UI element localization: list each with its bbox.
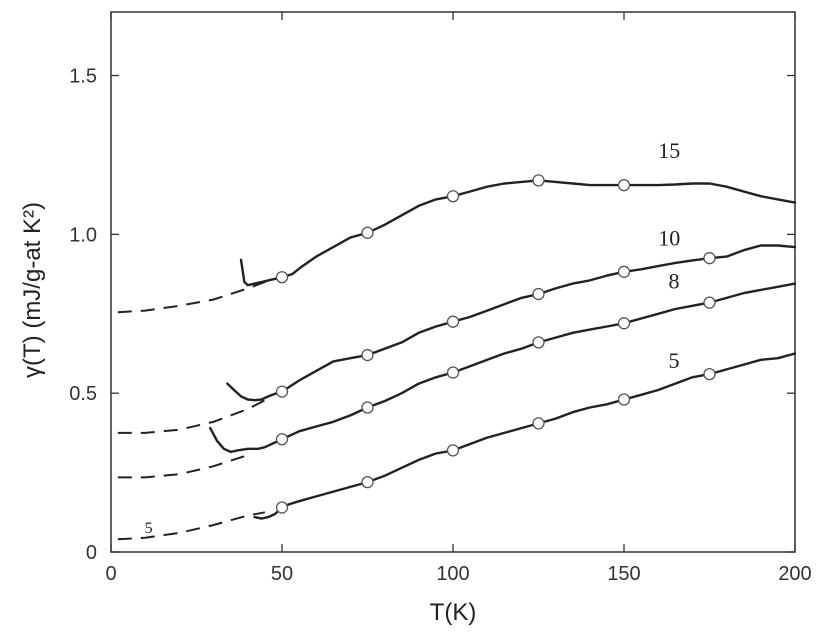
series-10-marker [532,287,545,301]
series-5-marker [532,417,545,430]
series-labels-group: 15 10 8 5 5 [145,138,681,537]
series-15-marker [532,174,545,187]
series-10-marker [446,315,460,328]
dashed-extrapolation-group [117,276,283,541]
series-5-line [253,352,797,520]
series-5-marker [275,501,289,514]
series-8-dashed-line [117,454,249,479]
series-5-marker [617,393,631,406]
series-10-marker [703,252,716,265]
series-10-marker [361,348,374,362]
plot-frame [110,11,796,553]
x-tick-label: 200 [778,563,811,585]
series-15-marker [617,178,631,192]
y-tick-label: 1.0 [69,224,97,246]
series-8-marker [361,401,374,414]
series-10-marker [617,265,631,278]
x-axis-label: T(K) [430,599,477,626]
annotation-label: 5 [145,520,153,537]
y-tick-label: 1.5 [69,66,97,88]
ticks-group: 0 50 100 150 200 0 0.5 1.0 1.5 [69,12,812,585]
series-8-line [209,282,797,454]
x-tick-label: 150 [607,563,640,585]
series-8-marker [446,366,460,379]
series-5-marker [446,444,460,457]
data-lines-group [209,179,797,520]
series-15-marker [361,226,374,239]
series-10-label: 10 [658,225,680,250]
x-tick-label: 50 [271,563,293,585]
series-15-label: 15 [658,138,680,163]
series-15-marker [275,271,289,284]
series-8-label: 8 [668,268,679,293]
series-10-line [226,244,797,402]
y-axis-label: γ(T) (mJ/g-at K²) [19,202,46,378]
series-8-marker [275,433,289,446]
series-5-marker [703,367,716,381]
series-5-label: 5 [668,348,679,373]
y-tick-label: 0 [86,542,97,564]
series-5-dashed-line [117,511,266,541]
series-8-marker [532,336,545,349]
plot-frame-group [110,11,796,553]
series-15-marker [446,190,460,203]
x-tick-label: 0 [105,563,116,585]
series-5-marker [361,475,374,489]
data-markers-group [275,174,716,514]
series-10-dashed-line [117,399,266,434]
y-tick-label: 0.5 [69,383,97,405]
x-tick-label: 100 [436,563,469,585]
series-8-marker [617,317,631,330]
series-10-marker [275,385,289,398]
series-15-line [239,179,797,287]
series-8-marker [703,296,716,309]
